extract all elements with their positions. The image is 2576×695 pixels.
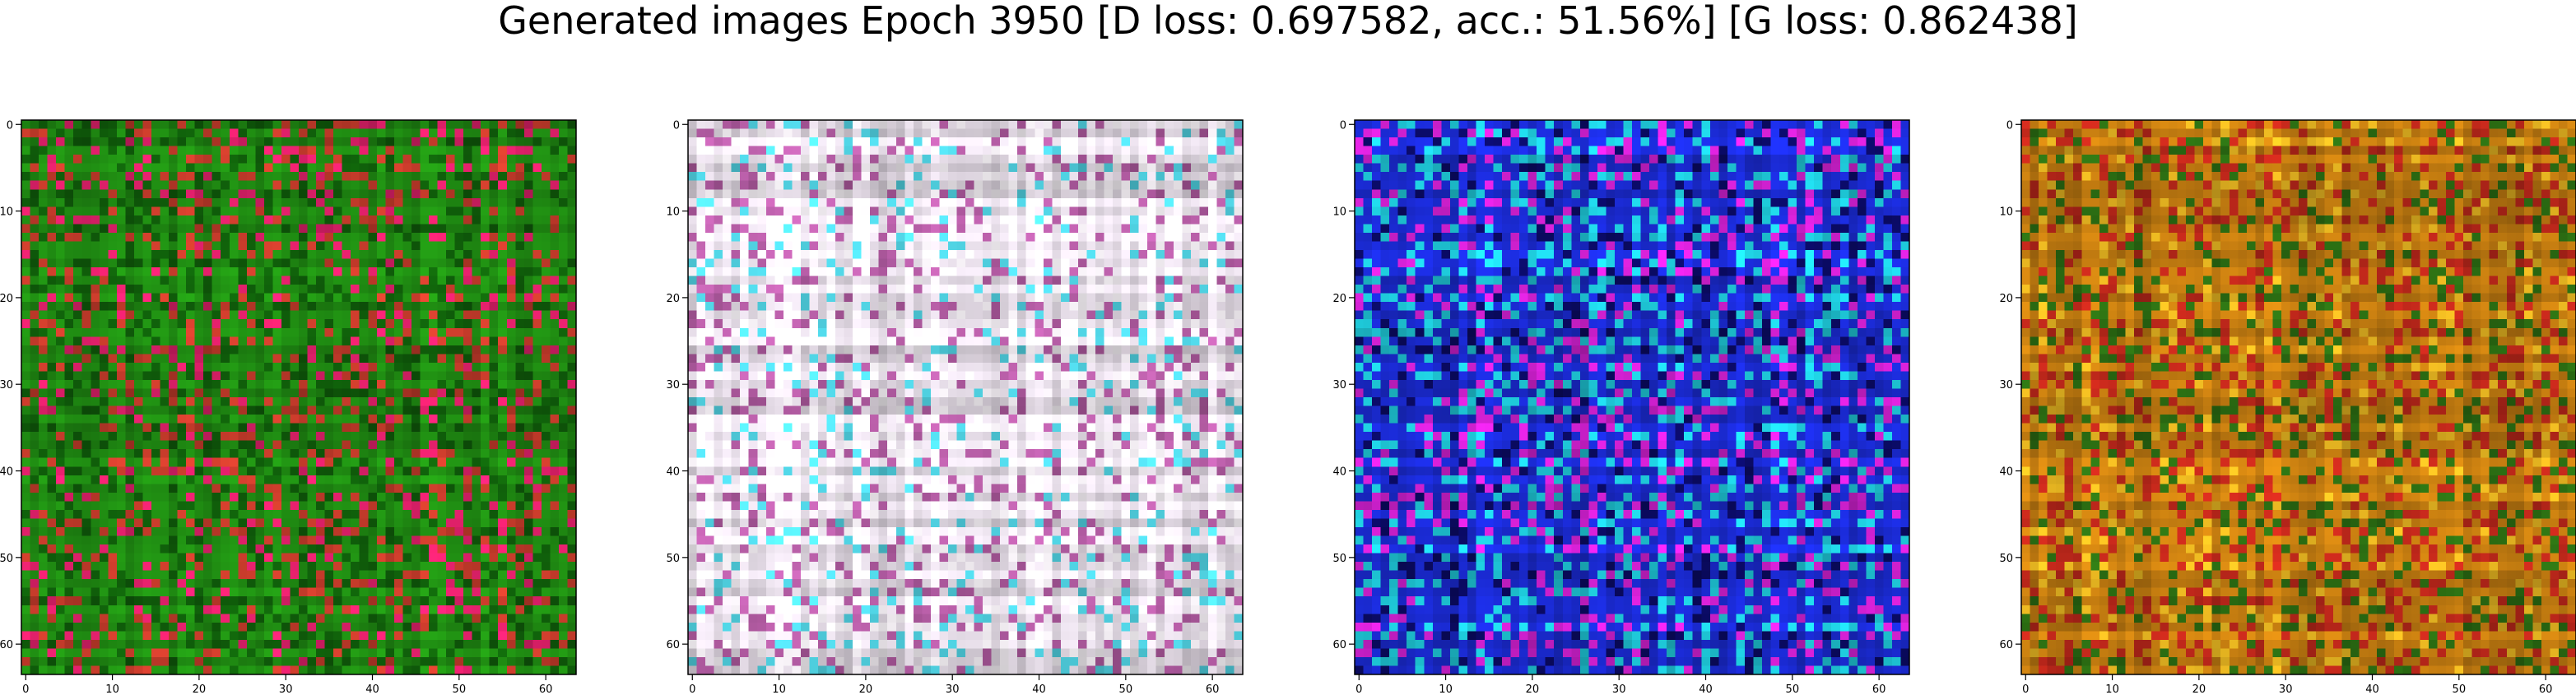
generated-image-1 xyxy=(21,120,576,674)
x-tick-label: 20 xyxy=(193,683,207,695)
x-tick-label: 30 xyxy=(1612,683,1626,695)
generated-image-4 xyxy=(2021,120,2576,674)
y-tick-label: 30 xyxy=(1332,379,1346,392)
y-tick-label: 0 xyxy=(673,119,680,132)
y-tick-label: 0 xyxy=(2006,119,2013,132)
image-panel-3: 0 10 20 30 40 50 60 0 10 20 30 40 50 60 xyxy=(1332,119,1910,695)
y-tick-label: 20 xyxy=(0,293,13,305)
x-tick-label: 50 xyxy=(1119,683,1133,695)
y-tick-label: 10 xyxy=(1332,206,1346,219)
x-tick-label: 50 xyxy=(2453,683,2467,695)
x-tick-label: 50 xyxy=(453,683,467,695)
generated-image-3 xyxy=(1355,120,1909,674)
x-tick-label: 60 xyxy=(2539,683,2553,695)
axes-frame xyxy=(687,119,1244,675)
x-tick-label: 20 xyxy=(859,683,873,695)
x-tick-label: 30 xyxy=(279,683,293,695)
y-tick-label: 30 xyxy=(666,379,680,392)
y-tick-label: 40 xyxy=(666,466,680,479)
x-tick-label: 10 xyxy=(105,683,119,695)
y-tick-label: 20 xyxy=(1999,293,2013,305)
y-tick-label: 10 xyxy=(666,206,680,219)
x-tick-label: 0 xyxy=(689,683,695,695)
image-panel-1: 0 10 20 30 40 50 60 0 10 20 30 40 50 60 xyxy=(0,119,577,695)
y-tick-label: 40 xyxy=(0,466,13,479)
x-tick-label: 60 xyxy=(1206,683,1220,695)
y-tick-label: 40 xyxy=(1999,466,2013,479)
axes-frame xyxy=(21,119,577,675)
image-panel-4: 0 10 20 30 40 50 60 0 10 20 30 40 50 60 xyxy=(1999,119,2576,695)
x-tick-label: 10 xyxy=(1439,683,1453,695)
x-tick-label: 40 xyxy=(1699,683,1713,695)
x-tick-label: 0 xyxy=(22,683,29,695)
axes-frame xyxy=(1354,119,1910,675)
x-tick-label: 10 xyxy=(772,683,786,695)
x-tick-label: 20 xyxy=(2192,683,2206,695)
x-tick-label: 30 xyxy=(946,683,960,695)
x-tick-label: 50 xyxy=(1786,683,1800,695)
x-tick-label: 40 xyxy=(1032,683,1046,695)
x-tick-label: 60 xyxy=(539,683,553,695)
x-tick-label: 40 xyxy=(365,683,379,695)
x-tick-label: 0 xyxy=(1355,683,1362,695)
axes-frame xyxy=(2020,119,2576,675)
x-tick-label: 10 xyxy=(2105,683,2119,695)
y-tick-label: 10 xyxy=(0,206,13,219)
y-tick-label: 50 xyxy=(0,553,13,565)
y-tick-label: 20 xyxy=(666,293,680,305)
y-tick-label: 60 xyxy=(0,639,13,651)
x-tick-label: 30 xyxy=(2279,683,2293,695)
image-panel-2: 0 10 20 30 40 50 60 0 10 20 30 40 50 60 xyxy=(666,119,1244,695)
x-tick-label: 0 xyxy=(2022,683,2029,695)
figure-title: Generated images Epoch 3950 [D loss: 0.6… xyxy=(498,0,2078,43)
y-tick-label: 30 xyxy=(1999,379,2013,392)
y-tick-label: 50 xyxy=(1999,553,2013,565)
y-tick-label: 30 xyxy=(0,379,13,392)
y-tick-label: 60 xyxy=(1999,639,2013,651)
x-tick-label: 40 xyxy=(2365,683,2379,695)
y-tick-label: 10 xyxy=(1999,206,2013,219)
y-tick-label: 60 xyxy=(666,639,680,651)
y-tick-label: 60 xyxy=(1332,639,1346,651)
y-tick-label: 50 xyxy=(1332,553,1346,565)
y-tick-label: 40 xyxy=(1332,466,1346,479)
x-tick-label: 60 xyxy=(1872,683,1886,695)
y-tick-label: 20 xyxy=(1332,293,1346,305)
x-tick-label: 20 xyxy=(1526,683,1540,695)
generated-image-2 xyxy=(688,120,1243,674)
y-tick-label: 0 xyxy=(1340,119,1346,132)
y-tick-label: 0 xyxy=(7,119,13,132)
y-tick-label: 50 xyxy=(666,553,680,565)
